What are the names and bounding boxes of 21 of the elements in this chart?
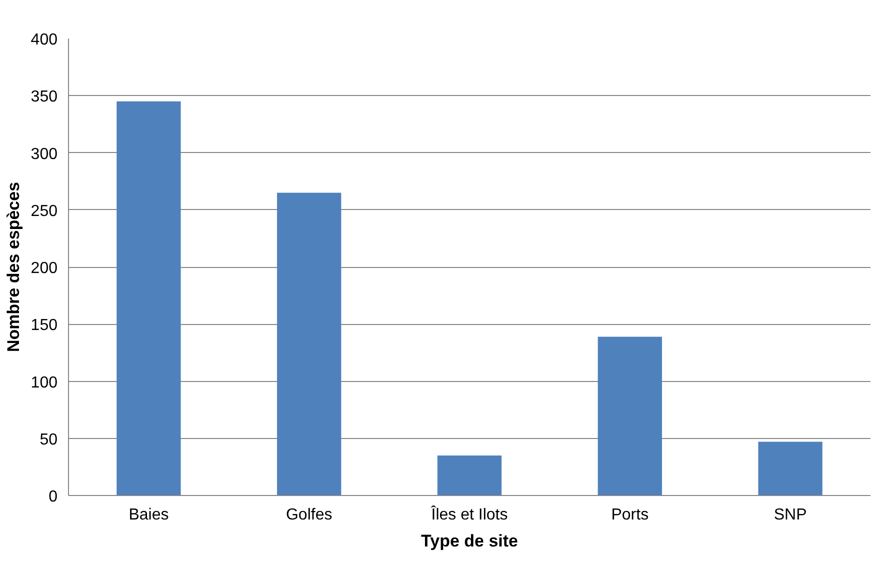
y-tick-label: 200	[30, 260, 58, 277]
x-tick-label: SNP	[774, 506, 807, 524]
y-tick-label: 100	[30, 374, 58, 392]
y-tick-label: 150	[30, 317, 58, 334]
bar	[437, 456, 502, 496]
y-tick-label: 300	[30, 146, 58, 163]
y-tick-label: 400	[30, 32, 58, 48]
y-tick-label: 50	[40, 431, 58, 448]
y-tick-label: 250	[30, 202, 58, 220]
bar	[758, 442, 822, 496]
y-tick-label: 0	[48, 488, 58, 506]
x-axis-title: Type de site	[421, 532, 518, 550]
bar	[277, 192, 342, 496]
y-axis-title: Nombre des espèces	[4, 182, 23, 352]
bar	[598, 336, 662, 496]
x-tick-label: Îles et Ilots	[430, 506, 508, 524]
y-tick-label: 350	[30, 88, 58, 106]
x-tick-label: Baies	[128, 506, 169, 524]
x-tick-label: Ports	[611, 506, 649, 524]
bar	[116, 101, 181, 496]
x-tick-label: Golfes	[286, 506, 332, 524]
